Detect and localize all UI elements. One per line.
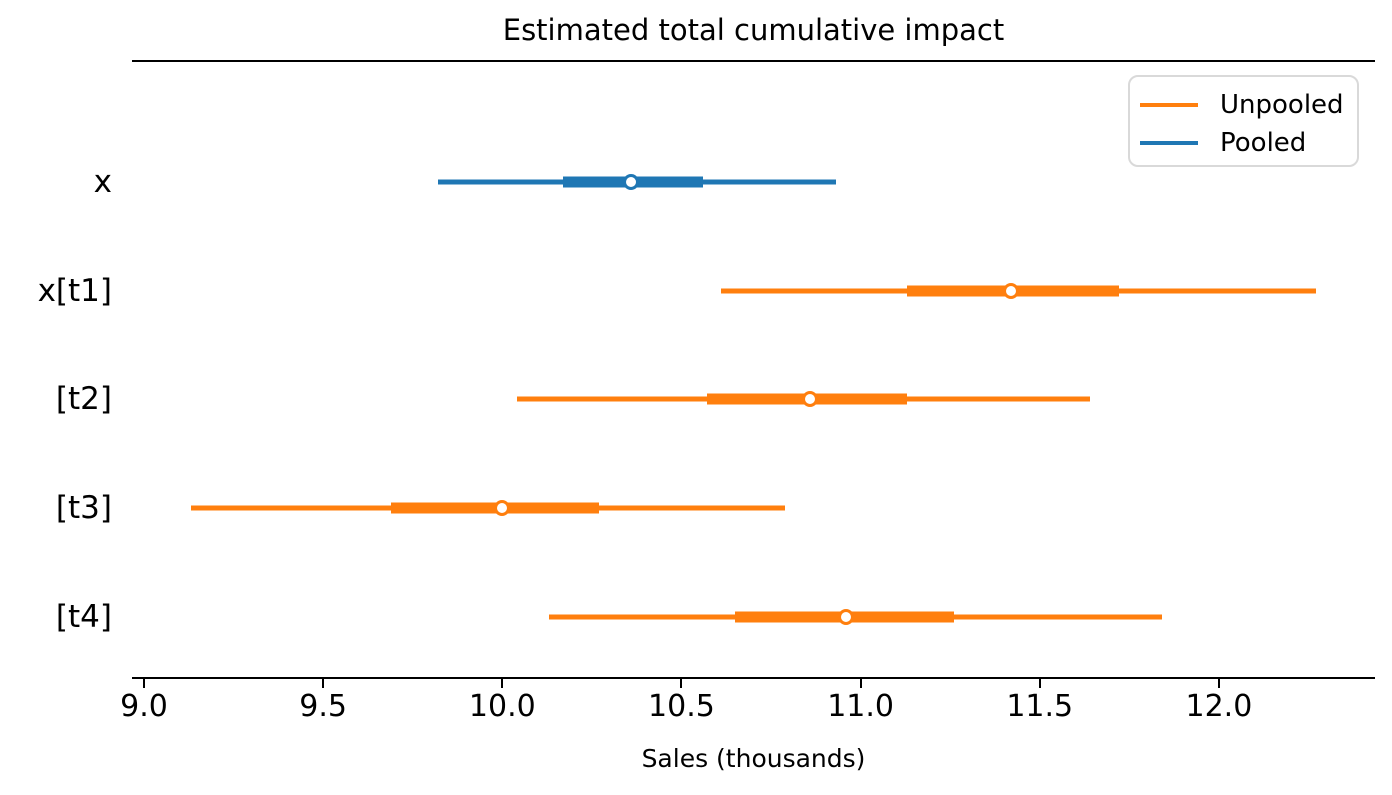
mean-marker bbox=[1003, 283, 1020, 299]
x-tick bbox=[1038, 679, 1041, 688]
legend: Unpooled Pooled bbox=[1128, 75, 1359, 167]
x-tick bbox=[143, 679, 145, 688]
x-tick-label: 10.0 bbox=[468, 689, 536, 724]
legend-item-unpooled: Unpooled bbox=[1140, 86, 1357, 124]
x-tick-label: 12.0 bbox=[1185, 689, 1253, 724]
x-tick-label: 9.5 bbox=[299, 689, 347, 724]
legend-item-pooled: Pooled bbox=[1140, 124, 1357, 162]
chart-title: Estimated total cumulative impact bbox=[502, 13, 1005, 47]
x-tick bbox=[680, 679, 683, 688]
legend-label: Pooled bbox=[1220, 128, 1307, 158]
bottom-spine bbox=[132, 677, 1375, 679]
row-label: x[t1] bbox=[37, 273, 112, 309]
x-axis-label: Sales (thousands) bbox=[641, 744, 866, 773]
x-tick bbox=[322, 679, 325, 688]
mean-marker bbox=[838, 609, 855, 625]
x-tick bbox=[1217, 679, 1220, 688]
x-tick bbox=[501, 679, 504, 688]
row-label: x bbox=[93, 164, 112, 200]
unpooled-line-sample bbox=[1140, 103, 1198, 107]
mean-marker bbox=[802, 391, 819, 407]
pooled-line-sample bbox=[1140, 141, 1198, 145]
x-tick-label: 11.5 bbox=[1006, 689, 1074, 724]
x-tick-label: 11.0 bbox=[827, 689, 894, 724]
x-tick-label: 10.5 bbox=[648, 689, 715, 724]
x-tick-label: 9.0 bbox=[120, 689, 168, 724]
row-label: [t2] bbox=[55, 381, 112, 417]
top-spine bbox=[132, 60, 1375, 62]
mean-marker bbox=[623, 174, 640, 190]
legend-label: Unpooled bbox=[1220, 90, 1344, 120]
mean-marker bbox=[494, 500, 511, 516]
row-label: [t4] bbox=[55, 599, 112, 635]
row-label: [t3] bbox=[55, 490, 112, 526]
x-tick bbox=[859, 679, 862, 688]
